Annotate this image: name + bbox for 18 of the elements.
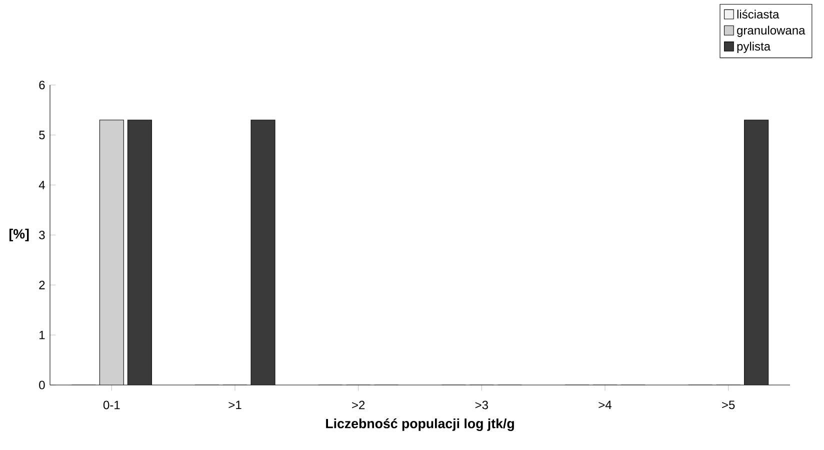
y-tick-label: 4 <box>38 180 45 190</box>
x-tick-label: >4 <box>598 400 612 409</box>
x-tick-label: 0-1 <box>103 400 120 410</box>
legend-label: pylista <box>737 42 771 53</box>
x-tick-label: >5 <box>722 400 735 410</box>
x-tick-label: >3 <box>475 400 488 410</box>
x-tick-label: >1 <box>228 400 242 409</box>
y-tick-label: 1 <box>40 330 45 340</box>
y-tick-label: 0 <box>39 380 45 390</box>
y-tick-label: 6 <box>39 80 45 90</box>
legend-label: liściasta <box>737 10 780 19</box>
y-tick-label: 2 <box>39 280 45 290</box>
x-tick-label: >2 <box>352 400 365 410</box>
x-axis-title: Liczebność populacji log jtk/g <box>326 418 514 431</box>
legend-label: granulowana <box>737 26 806 37</box>
y-tick-label: 3 <box>39 230 45 240</box>
y-tick-label: 5 <box>39 130 45 140</box>
y-axis-title: [%] <box>9 228 29 242</box>
